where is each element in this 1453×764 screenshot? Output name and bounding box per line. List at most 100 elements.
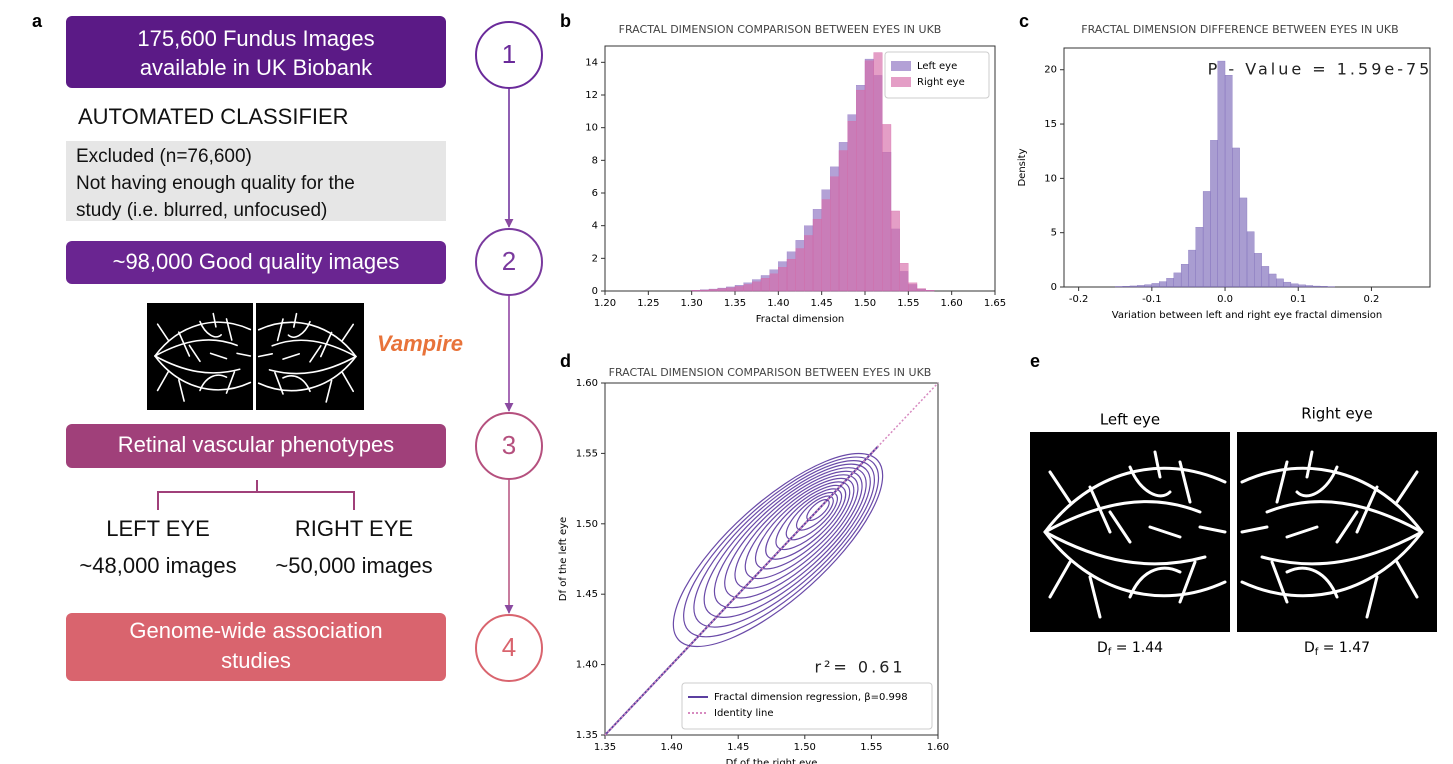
histogram-bar: [1188, 250, 1195, 287]
panel-label: d: [560, 351, 571, 371]
df-symbol: D: [1097, 640, 1108, 656]
histogram-bar: [1196, 227, 1203, 287]
x-tick-label: 0.1: [1290, 294, 1306, 305]
x-tick-label: 1.45: [727, 742, 749, 753]
x-tick-label: 0.0: [1217, 294, 1233, 305]
histogram-bar: [752, 282, 761, 291]
histogram-bar: [778, 267, 787, 291]
histogram-bar: [891, 211, 900, 291]
df-label: Df = 1.44: [1097, 640, 1163, 658]
histogram-bar: [848, 121, 857, 291]
histogram-bar: [1181, 264, 1188, 287]
histogram-bar: [1284, 282, 1291, 287]
x-tick-label: -0.2: [1069, 294, 1089, 305]
legend-label: Fractal dimension regression, β=0.998: [714, 692, 908, 703]
x-tick-label: 1.50: [794, 742, 816, 753]
box-text: Genome-wide association: [129, 618, 382, 643]
histogram-bar: [1262, 266, 1269, 287]
x-tick-label: 1.30: [681, 298, 703, 309]
chart: cFRACTAL DIMENSION DIFFERENCE BETWEEN EY…: [1017, 11, 1432, 321]
x-axis-label: Fractal dimension: [756, 314, 845, 325]
box-text: available in UK Biobank: [140, 55, 373, 80]
y-tick-label: 14: [585, 57, 598, 68]
x-tick-label: 1.35: [724, 298, 746, 309]
y-tick-label: 1.45: [576, 589, 598, 600]
y-tick-label: 1.35: [576, 730, 598, 741]
logo: Vampire: [377, 331, 463, 356]
annotation: r²= 0.61: [814, 658, 905, 677]
histogram-bar: [1276, 279, 1283, 287]
histogram-bar: [1247, 232, 1254, 287]
histogram-bar: [1152, 283, 1159, 287]
histogram-bar: [1210, 140, 1217, 287]
histogram-bar: [830, 177, 839, 291]
step-number: 3: [502, 430, 516, 460]
histogram-bar: [1269, 274, 1276, 287]
histogram-bar: [1225, 75, 1232, 287]
x-tick-label: 1.40: [767, 298, 789, 309]
histogram-bar: [1254, 253, 1261, 287]
legend-swatch: [891, 61, 911, 71]
histogram-bar: [1320, 286, 1327, 287]
histogram-bar: [1174, 273, 1181, 287]
panel-label: a: [32, 11, 43, 31]
legend-label: Left eye: [917, 61, 957, 72]
df-value: = 1.44: [1111, 640, 1163, 656]
df-label: Df = 1.47: [1304, 640, 1370, 658]
histogram-bar: [1291, 284, 1298, 287]
histogram-bar: [900, 263, 909, 291]
y-tick-label: 20: [1044, 65, 1057, 76]
figure: a 175,600 Fundus Images available in UK …: [0, 0, 1453, 764]
panel-a: a 175,600 Fundus Images available in UK …: [32, 11, 542, 681]
y-axis-label: Density: [1017, 148, 1028, 186]
histogram-bar: [700, 290, 709, 291]
y-tick-label: 0: [592, 286, 598, 297]
histogram-bar: [1203, 191, 1210, 287]
x-tick-label: 1.50: [854, 298, 876, 309]
histogram-bar: [839, 151, 848, 291]
excluded-text: study (i.e. blurred, unfocused): [76, 200, 327, 221]
chart-title: FRACTAL DIMENSION COMPARISON BETWEEN EYE…: [619, 23, 942, 36]
histogram-bar: [796, 249, 805, 291]
y-tick-label: 1.60: [576, 378, 598, 389]
histogram-bar: [926, 290, 935, 291]
histogram-bar: [1115, 286, 1122, 287]
y-axis-label: Df of the left eye: [558, 517, 569, 601]
panel-e: e Left eye Right eye Df = 1.44 Df = 1.47: [1030, 351, 1437, 658]
vessel-image: [1030, 432, 1230, 632]
histogram-bar: [770, 274, 779, 291]
histogram-bar: [1166, 278, 1173, 287]
histogram-bar: [1159, 282, 1166, 287]
annotation: P - Value = 1.59e-75: [1208, 60, 1433, 79]
histogram-bar: [735, 286, 744, 291]
y-tick-label: 1.50: [576, 519, 598, 530]
excluded-text: Excluded (n=76,600): [76, 146, 252, 167]
density-contour: [646, 425, 909, 676]
histogram-bar: [726, 288, 735, 291]
x-tick-label: 1.35: [594, 742, 616, 753]
y-tick-label: 1.40: [576, 660, 598, 671]
x-tick-label: -0.1: [1142, 294, 1162, 305]
histogram-bar: [822, 200, 831, 291]
image-title: Left eye: [1100, 411, 1160, 429]
histogram-bar: [1130, 286, 1137, 287]
x-tick-label: 1.55: [860, 742, 882, 753]
y-tick-label: 2: [592, 253, 598, 264]
df-value: = 1.47: [1318, 640, 1370, 656]
legend-box: [885, 52, 989, 98]
chart-title: FRACTAL DIMENSION DIFFERENCE BETWEEN EYE…: [1081, 23, 1398, 36]
vessel-image: [1237, 432, 1437, 632]
histogram-bar: [865, 61, 874, 291]
df-symbol: D: [1304, 640, 1315, 656]
bracket: [158, 480, 354, 510]
histogram-bar: [1218, 61, 1225, 287]
histogram-bar: [787, 259, 796, 291]
histogram-bar: [813, 219, 822, 291]
y-tick-label: 12: [585, 90, 598, 101]
classifier-label: AUTOMATED CLASSIFIER: [78, 104, 349, 129]
histogram-bar: [1123, 286, 1130, 287]
eye-count: ~50,000 images: [275, 553, 432, 578]
y-tick-label: 10: [585, 123, 598, 134]
eye-count: ~48,000 images: [79, 553, 236, 578]
histogram-bar: [1232, 148, 1239, 287]
